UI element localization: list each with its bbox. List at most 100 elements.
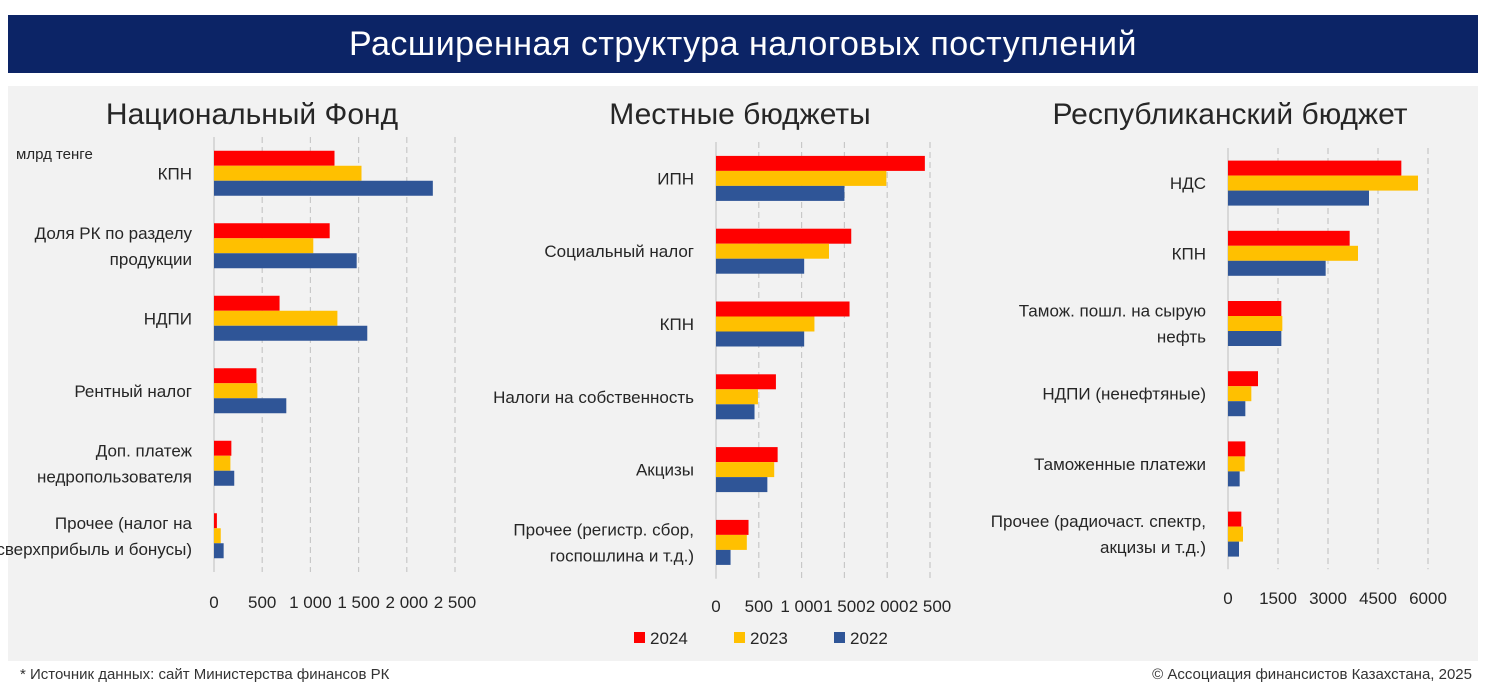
- bar-2024: [716, 374, 776, 390]
- source-note: * Источник данных: сайт Министерства фин…: [20, 666, 390, 683]
- bar-2023: [716, 534, 747, 550]
- bar-2024: [1228, 230, 1350, 246]
- bar-2022: [716, 258, 805, 274]
- category-label: Прочее (налог на: [55, 514, 193, 533]
- category-label: Социальный налог: [544, 242, 694, 261]
- bar-2022: [1228, 471, 1240, 487]
- bar-2022: [214, 325, 368, 341]
- tick-label: 0: [1223, 589, 1232, 608]
- tick-label: 0: [711, 597, 720, 616]
- bar-2024: [1228, 511, 1242, 527]
- category-label: НДПИ (ненефтяные): [1042, 385, 1206, 404]
- bar-2022: [716, 404, 755, 420]
- category-label: Таможенные платежи: [1034, 455, 1206, 474]
- category-label: Прочее (радиочаст. спектр,: [991, 512, 1206, 531]
- category-label: Рентный налог: [74, 382, 192, 401]
- category-label: ИПН: [657, 169, 694, 188]
- bar-2024: [214, 440, 232, 456]
- copyright-note: © Ассоциация финансистов Казахстана, 202…: [1152, 666, 1472, 683]
- bar-2023: [214, 238, 314, 254]
- category-label: Доля РК по разделу: [35, 224, 193, 243]
- tick-label: 0: [209, 593, 218, 612]
- legend-swatch-2024: [634, 632, 645, 643]
- tick-label: 2 500: [909, 597, 952, 616]
- bar-2023: [716, 316, 815, 332]
- bar-2024: [214, 368, 257, 384]
- bar-2022: [716, 331, 805, 347]
- category-label: КПН: [158, 164, 192, 183]
- bar-2022: [214, 398, 287, 414]
- tick-label: 3000: [1309, 589, 1347, 608]
- bar-2022: [716, 185, 845, 201]
- bar-2023: [1228, 316, 1283, 331]
- bar-2023: [716, 243, 829, 259]
- bar-2023: [716, 170, 887, 186]
- bar-2023: [214, 528, 221, 544]
- chart-title: Национальный Фонд: [106, 98, 398, 131]
- tick-label: 1 500: [337, 593, 380, 612]
- category-label: Акцизы: [636, 461, 694, 480]
- bar-2022: [1228, 401, 1246, 417]
- category-label: НДС: [1170, 174, 1206, 193]
- bar-2022: [1228, 190, 1369, 206]
- category-label: нефть: [1157, 328, 1206, 347]
- bar-2023: [716, 462, 775, 478]
- tick-label: 6000: [1409, 589, 1447, 608]
- bar-2024: [716, 155, 925, 171]
- bar-2022: [1228, 541, 1239, 557]
- tick-label: 1500: [1259, 589, 1297, 608]
- bar-2022: [1228, 331, 1282, 346]
- bar-2024: [1228, 301, 1282, 316]
- bar-2023: [1228, 386, 1252, 402]
- category-label: Доп. платеж: [96, 441, 193, 460]
- category-label: сверхприбыль и бонусы): [0, 540, 192, 559]
- bar-2024: [1228, 441, 1246, 457]
- category-label: Тамож. пошл. на сырую: [1019, 302, 1207, 321]
- bar-2022: [716, 549, 731, 565]
- tick-label: 2 000: [866, 597, 909, 616]
- category-label: Налоги на собственность: [493, 388, 694, 407]
- legend-label: 2024: [650, 629, 688, 648]
- bar-2023: [1228, 526, 1243, 542]
- category-label: акцизы и т.д.): [1100, 538, 1206, 557]
- tick-label: 1 500: [823, 597, 866, 616]
- bar-2022: [214, 470, 235, 486]
- bar-2024: [1228, 160, 1402, 176]
- bar-2022: [214, 543, 224, 559]
- bar-2022: [214, 253, 357, 269]
- bar-2023: [214, 455, 231, 471]
- category-label: недропользователя: [37, 467, 192, 486]
- bar-2023: [1228, 456, 1245, 472]
- bar-2024: [214, 295, 280, 311]
- legend-swatch-2023: [734, 632, 745, 643]
- bar-2023: [1228, 175, 1418, 191]
- bar-2022: [1228, 260, 1326, 276]
- category-label: продукции: [110, 250, 192, 269]
- chart-title: Местные бюджеты: [609, 98, 871, 131]
- bar-2024: [214, 223, 330, 239]
- bar-2024: [716, 519, 749, 535]
- tick-label: 2 000: [386, 593, 429, 612]
- bar-2023: [214, 165, 362, 181]
- tick-label: 500: [248, 593, 276, 612]
- unit-label: млрд тенге: [16, 146, 93, 163]
- category-label: КПН: [1172, 244, 1206, 263]
- tick-label: 1 000: [289, 593, 332, 612]
- legend-swatch-2022: [834, 632, 845, 643]
- tick-label: 2 500: [434, 593, 477, 612]
- bar-2023: [716, 389, 758, 405]
- bar-2023: [214, 310, 338, 326]
- category-label: Прочее (регистр. сбор,: [513, 520, 694, 539]
- category-label: НДПИ: [144, 309, 192, 328]
- bar-2024: [716, 301, 850, 317]
- category-label: госпошлина и т.д.): [550, 546, 694, 565]
- bar-2023: [214, 383, 258, 399]
- chart-title: Республиканский бюджет: [1052, 98, 1407, 131]
- bar-2024: [214, 513, 217, 529]
- bar-2022: [716, 477, 768, 493]
- legend-label: 2023: [750, 629, 788, 648]
- bar-2023: [1228, 245, 1358, 261]
- tick-label: 4500: [1359, 589, 1397, 608]
- bar-2022: [214, 180, 433, 196]
